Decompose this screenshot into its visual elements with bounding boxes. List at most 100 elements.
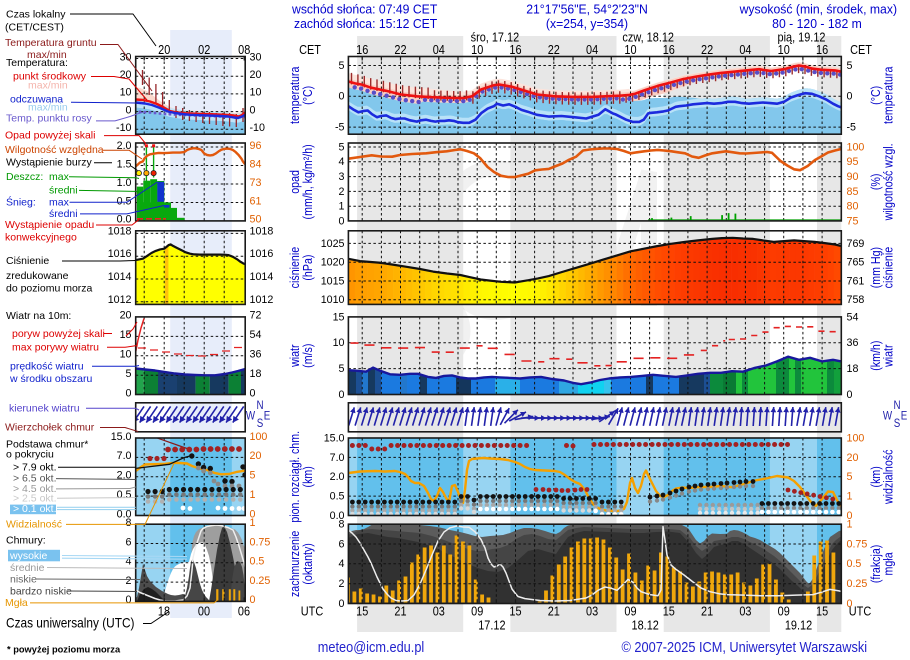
svg-text:54: 54 bbox=[250, 329, 262, 341]
svg-text:30: 30 bbox=[120, 51, 132, 63]
svg-text:5: 5 bbox=[250, 470, 256, 482]
svg-text:temperatura: temperatura bbox=[287, 66, 302, 124]
svg-text:20: 20 bbox=[120, 310, 132, 322]
svg-text:(hPa): (hPa) bbox=[300, 255, 315, 281]
svg-text:0: 0 bbox=[126, 594, 132, 606]
svg-text:22: 22 bbox=[394, 42, 406, 57]
svg-text:15: 15 bbox=[509, 604, 521, 619]
svg-text:max/min: max/min bbox=[28, 102, 68, 114]
svg-text:765: 765 bbox=[847, 257, 865, 269]
svg-text:1020: 1020 bbox=[321, 257, 345, 269]
svg-text:poryw powyżej skali: poryw powyżej skali bbox=[12, 328, 105, 340]
svg-text:Opad powyżej skali: Opad powyżej skali bbox=[5, 130, 95, 142]
svg-text:02: 02 bbox=[198, 42, 210, 57]
svg-text:czw, 18.12: czw, 18.12 bbox=[622, 30, 674, 45]
svg-text:wiatr: wiatr bbox=[287, 344, 302, 367]
svg-text:1018: 1018 bbox=[108, 225, 132, 237]
svg-text:Śnieg:: Śnieg: bbox=[6, 195, 36, 208]
svg-text:max: max bbox=[49, 196, 70, 208]
svg-text:21°17'56"E, 54°2'23"N: 21°17'56"E, 54°2'23"N bbox=[526, 2, 648, 16]
svg-text:> 4.5 okt.: > 4.5 okt. bbox=[13, 483, 57, 495]
svg-text:max/min: max/min bbox=[27, 49, 67, 61]
svg-text:10: 10 bbox=[471, 42, 483, 57]
svg-text:761: 761 bbox=[847, 275, 865, 287]
svg-text:80 - 120 - 182 m: 80 - 120 - 182 m bbox=[772, 17, 862, 31]
svg-text:2.0: 2.0 bbox=[330, 471, 345, 483]
svg-text:0.5: 0.5 bbox=[117, 489, 132, 501]
svg-text:(frakcja): (frakcja) bbox=[868, 545, 883, 583]
svg-text:wiatr: wiatr bbox=[880, 344, 895, 367]
svg-text:54: 54 bbox=[847, 311, 859, 323]
svg-text:1: 1 bbox=[250, 489, 256, 501]
svg-text:03: 03 bbox=[433, 604, 445, 619]
svg-text:2: 2 bbox=[126, 575, 132, 587]
svg-text:1015: 1015 bbox=[321, 275, 345, 287]
svg-text:19.12: 19.12 bbox=[785, 618, 813, 633]
svg-text:3: 3 bbox=[339, 171, 345, 183]
svg-text:30: 30 bbox=[250, 51, 262, 63]
svg-text:N: N bbox=[893, 400, 900, 413]
svg-text:(°C): (°C) bbox=[868, 86, 883, 105]
svg-text:1016: 1016 bbox=[250, 248, 274, 260]
svg-text:ciśnienie: ciśnienie bbox=[287, 247, 302, 289]
svg-text:E: E bbox=[264, 410, 271, 423]
svg-text:6: 6 bbox=[339, 538, 345, 550]
svg-text:max/min: max/min bbox=[28, 80, 68, 92]
svg-text:20: 20 bbox=[120, 69, 132, 81]
svg-text:śro, 17.12: śro, 17.12 bbox=[471, 30, 520, 45]
svg-text:Wiatr na 10m:: Wiatr na 10m: bbox=[6, 310, 71, 322]
svg-text:0: 0 bbox=[126, 387, 132, 399]
svg-text:0.5: 0.5 bbox=[330, 491, 345, 503]
svg-text:4: 4 bbox=[126, 556, 132, 568]
svg-text:średni: średni bbox=[49, 184, 78, 196]
svg-text:1: 1 bbox=[847, 519, 853, 531]
svg-text:wilgotność wzgl.: wilgotność wzgl. bbox=[880, 143, 895, 221]
svg-text:95: 95 bbox=[847, 156, 859, 168]
svg-text:04: 04 bbox=[586, 42, 598, 57]
svg-text:meteo@icm.edu.pl: meteo@icm.edu.pl bbox=[318, 638, 424, 655]
svg-text:o pokryciu: o pokryciu bbox=[6, 449, 54, 461]
svg-text:73: 73 bbox=[250, 177, 262, 189]
svg-text:Temperatura:: Temperatura: bbox=[6, 57, 68, 69]
svg-text:8: 8 bbox=[126, 517, 132, 529]
svg-text:(km): (km) bbox=[868, 466, 883, 487]
svg-text:1012: 1012 bbox=[108, 294, 132, 306]
svg-text:w środku obszaru: w środku obszaru bbox=[9, 373, 92, 385]
svg-text:5: 5 bbox=[847, 60, 853, 72]
svg-text:-5: -5 bbox=[335, 122, 345, 134]
svg-text:50: 50 bbox=[250, 214, 262, 226]
svg-text:4: 4 bbox=[339, 156, 345, 168]
svg-text:2.0: 2.0 bbox=[117, 140, 132, 152]
svg-text:85: 85 bbox=[847, 186, 859, 198]
svg-text:Wystąpienie opadu: Wystąpienie opadu bbox=[5, 219, 94, 231]
svg-text:(%): (%) bbox=[868, 174, 883, 191]
svg-text:16: 16 bbox=[663, 42, 675, 57]
svg-text:średni: średni bbox=[49, 208, 78, 220]
svg-text:S: S bbox=[257, 418, 264, 431]
svg-text:18: 18 bbox=[250, 368, 262, 380]
svg-text:0: 0 bbox=[250, 508, 256, 520]
svg-text:0: 0 bbox=[126, 104, 132, 116]
svg-text:-10: -10 bbox=[250, 122, 266, 134]
svg-text:75: 75 bbox=[847, 215, 859, 227]
svg-text:W: W bbox=[883, 410, 893, 423]
svg-text:06: 06 bbox=[238, 604, 250, 619]
svg-text:7.0: 7.0 bbox=[117, 450, 132, 462]
svg-text:5: 5 bbox=[847, 471, 853, 483]
svg-text:UTC: UTC bbox=[849, 604, 872, 619]
svg-text:odczuwana: odczuwana bbox=[10, 94, 63, 106]
svg-text:max porywy wiatru: max porywy wiatru bbox=[12, 342, 99, 354]
svg-text:> 6.5 okt.: > 6.5 okt. bbox=[13, 472, 57, 484]
svg-text:Widzialność: Widzialność bbox=[6, 519, 62, 531]
svg-text:0: 0 bbox=[847, 91, 853, 103]
svg-text:10: 10 bbox=[250, 87, 262, 99]
svg-text:769: 769 bbox=[847, 238, 865, 250]
svg-text:(mm Hg): (mm Hg) bbox=[868, 247, 883, 288]
svg-text:04: 04 bbox=[739, 42, 751, 57]
svg-text:61: 61 bbox=[250, 195, 262, 207]
svg-text:15: 15 bbox=[356, 604, 368, 619]
svg-text:90: 90 bbox=[847, 171, 859, 183]
svg-text:16: 16 bbox=[509, 42, 521, 57]
svg-text:CET: CET bbox=[299, 42, 321, 57]
svg-text:0.0: 0.0 bbox=[117, 214, 132, 226]
